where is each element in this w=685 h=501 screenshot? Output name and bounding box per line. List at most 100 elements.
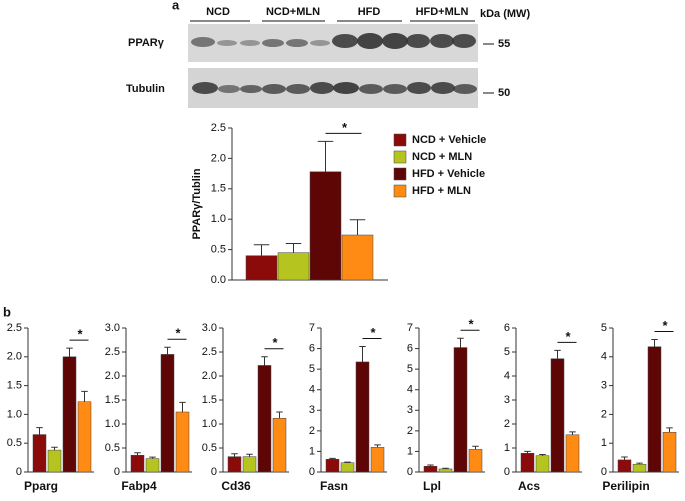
bar	[277, 252, 310, 281]
row-label: PPARγ	[128, 37, 165, 49]
y-tick-label: 1.0	[105, 418, 120, 430]
bar	[325, 458, 340, 473]
error-bar	[359, 346, 366, 362]
y-tick-label: 2.0	[7, 351, 22, 363]
y-tick-label: 4	[504, 370, 510, 382]
legend-swatch	[393, 184, 407, 198]
x-label: Pparg	[24, 479, 58, 493]
y-tick-label: 1.5	[202, 394, 217, 406]
error-bar	[344, 461, 351, 463]
y-tick-label: 0.0	[211, 274, 226, 286]
y-tick-label: 5	[309, 363, 315, 375]
error-bar	[51, 446, 58, 451]
error-bar	[569, 431, 576, 435]
y-tick-label: 2.0	[105, 370, 120, 382]
legend-swatch	[393, 150, 407, 164]
error-bar	[253, 244, 270, 256]
y-tick-label: 2	[601, 408, 607, 420]
bar	[257, 365, 272, 473]
significance-star: *	[468, 317, 474, 332]
bar	[272, 417, 287, 473]
y-tick-label: 0.5	[211, 244, 226, 256]
panel-label: a	[172, 0, 180, 12]
error-bar	[374, 444, 381, 448]
legend-label: NCD + Vehicle	[412, 134, 486, 146]
legend-label: HFD + MLN	[412, 185, 471, 197]
y-tick-label: 0	[309, 466, 315, 478]
error-bar	[179, 401, 186, 412]
y-tick-label: 1	[407, 445, 413, 457]
error-bar	[524, 450, 531, 454]
error-bar	[246, 453, 253, 457]
error-bar	[149, 456, 156, 459]
error-bar	[285, 243, 302, 253]
y-tick-label: 0	[114, 466, 120, 478]
y-tick-label: 2.0	[211, 152, 226, 164]
error-bar	[36, 427, 43, 435]
bar	[160, 354, 175, 473]
legend-swatch	[393, 133, 407, 147]
significance-star: *	[175, 326, 181, 341]
bar	[309, 171, 342, 281]
bar	[550, 358, 565, 473]
x-label: Perilipin	[602, 479, 649, 493]
y-tick-label: 7	[407, 322, 413, 334]
y-tick-label: 2.0	[202, 370, 217, 382]
error-bar	[539, 453, 546, 456]
x-label: Acs	[518, 479, 540, 493]
y-tick-label: 1.0	[211, 213, 226, 225]
y-tick-label: 0.5	[105, 442, 120, 454]
error-bar	[442, 467, 449, 469]
group-label: NCD+MLN	[266, 6, 320, 18]
error-bar	[427, 464, 434, 467]
y-tick-label: 0	[504, 466, 510, 478]
bar	[423, 465, 438, 473]
bar	[453, 347, 468, 473]
legend-label: HFD + Vehicle	[412, 168, 485, 180]
error-bar	[329, 457, 336, 460]
bar	[565, 434, 580, 473]
error-bar	[134, 452, 141, 456]
bar	[242, 456, 257, 473]
group-label: HFD+MLN	[416, 6, 469, 18]
bar	[341, 234, 374, 281]
error-bar	[457, 337, 464, 348]
y-tick-label: 2.5	[211, 122, 226, 134]
row-label: Tubulin	[126, 83, 165, 95]
y-tick-label: 3	[601, 380, 607, 392]
error-bar	[66, 347, 73, 357]
error-bar	[554, 349, 561, 359]
bar	[62, 356, 77, 473]
error-bar	[231, 453, 238, 457]
y-tick-label: 1.5	[105, 394, 120, 406]
error-bar	[164, 346, 171, 355]
bar	[227, 456, 242, 473]
error-bar	[621, 456, 628, 460]
mw-value: 50	[498, 87, 510, 99]
bar	[468, 449, 483, 473]
group-label: HFD	[358, 6, 381, 18]
y-tick-label: 2.5	[105, 346, 120, 358]
bar	[145, 458, 160, 473]
bar	[175, 411, 190, 473]
significance-star: *	[342, 120, 348, 135]
bar	[77, 401, 92, 473]
bar	[370, 447, 385, 473]
panel-label: b	[3, 304, 11, 319]
bands	[191, 33, 477, 94]
significance-star: *	[565, 329, 571, 344]
y-tick-label: 6	[309, 342, 315, 354]
y-tick-label: 6	[407, 342, 413, 354]
bar	[355, 361, 370, 473]
significance-star: *	[370, 325, 376, 340]
error-bar	[261, 356, 268, 366]
error-bar	[349, 219, 366, 236]
y-tick-label: 2	[504, 418, 510, 430]
significance-star: *	[662, 318, 668, 333]
bar	[632, 463, 647, 473]
y-tick-label: 4	[407, 384, 413, 396]
bar	[662, 432, 677, 473]
y-tick-label: 2.5	[202, 346, 217, 358]
group-label: NCD	[206, 6, 230, 18]
